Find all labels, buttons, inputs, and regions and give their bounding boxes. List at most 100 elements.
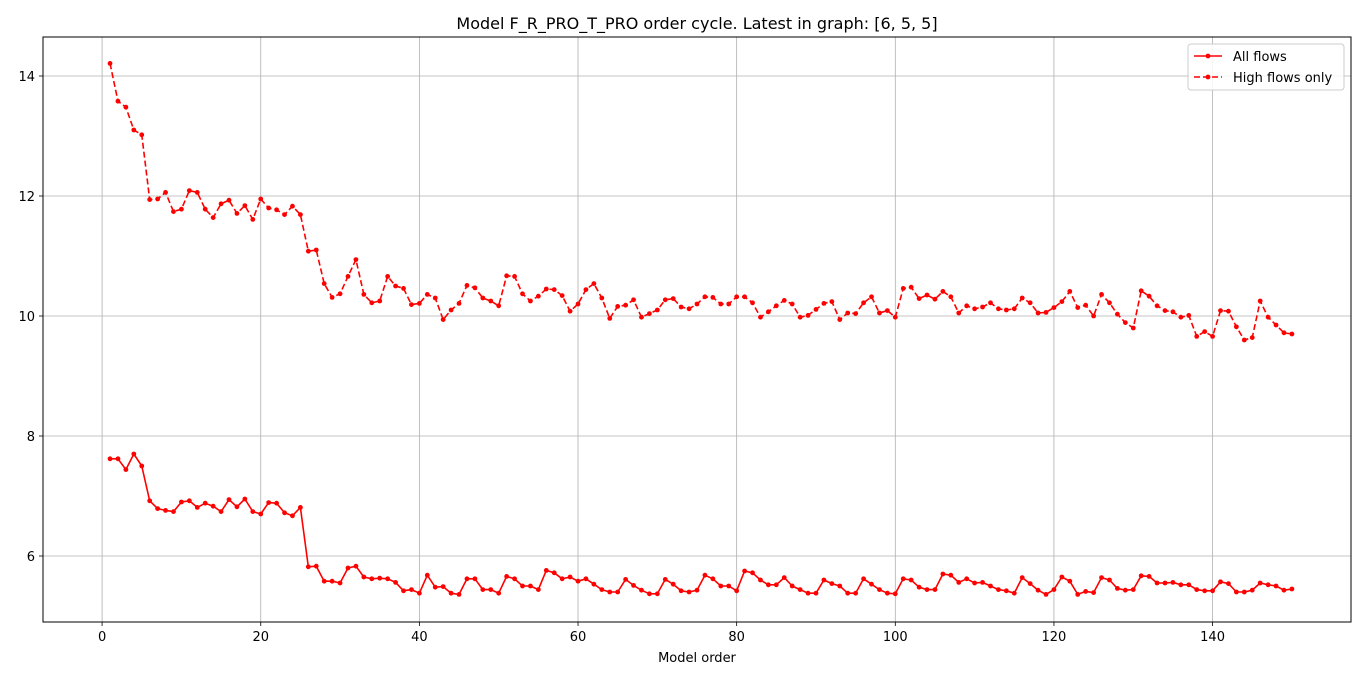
- data-point: [1186, 582, 1192, 588]
- x-tick-label: 20: [252, 630, 269, 645]
- data-point: [115, 456, 121, 462]
- data-point: [1146, 293, 1152, 299]
- data-point: [472, 576, 478, 582]
- data-point: [1178, 582, 1184, 588]
- data-point: [274, 207, 279, 213]
- data-point: [210, 503, 216, 509]
- legend-box: [1187, 43, 1345, 91]
- data-point: [456, 301, 462, 306]
- data-point: [1075, 305, 1081, 310]
- data-point: [218, 201, 224, 207]
- data-point: [750, 570, 755, 576]
- data-point: [758, 577, 763, 583]
- data-point: [1115, 586, 1120, 591]
- data-point: [1226, 308, 1231, 314]
- data-point: [1115, 311, 1120, 317]
- data-point: [345, 565, 351, 571]
- data-point: [1281, 587, 1287, 593]
- data-point: [1257, 298, 1263, 304]
- data-point: [623, 302, 629, 308]
- x-tick-label: 140: [1200, 630, 1225, 645]
- data-point: [742, 568, 747, 574]
- data-point: [123, 104, 129, 110]
- data-point: [297, 505, 303, 510]
- series-line: [109, 63, 1293, 341]
- data-point: [305, 564, 311, 570]
- data-point: [678, 588, 684, 594]
- data-point: [924, 292, 930, 298]
- data-point: [1186, 313, 1192, 318]
- data-point: [884, 308, 890, 313]
- data-point: [313, 247, 319, 253]
- data-point: [1099, 292, 1104, 297]
- data-point: [797, 314, 803, 320]
- chart-title: Model F_R_PRO_T_PRO order cycle. Latest …: [456, 14, 937, 34]
- data-point: [1170, 309, 1176, 315]
- data-point: [647, 591, 652, 597]
- data-point: [1075, 592, 1081, 597]
- data-point: [837, 583, 843, 589]
- data-point: [710, 295, 716, 300]
- data-point: [583, 287, 589, 292]
- data-point: [440, 584, 446, 589]
- data-point: [559, 293, 565, 298]
- data-point: [131, 127, 137, 133]
- data-point: [964, 576, 970, 582]
- data-point: [337, 291, 343, 297]
- data-point: [884, 590, 890, 596]
- data-point: [750, 300, 755, 306]
- data-point: [670, 581, 676, 587]
- data-point: [290, 203, 295, 209]
- data-point: [1233, 589, 1239, 595]
- data-point: [1051, 587, 1057, 592]
- data-point: [1138, 573, 1144, 579]
- data-point: [877, 587, 882, 592]
- legend-label: All flows: [1233, 50, 1287, 65]
- data-point: [773, 582, 779, 588]
- data-point: [686, 306, 692, 312]
- data-point: [321, 578, 327, 584]
- data-point: [282, 510, 287, 516]
- data-point: [1233, 324, 1239, 330]
- data-point: [472, 285, 478, 291]
- data-point: [377, 575, 383, 581]
- data-point: [956, 580, 962, 585]
- data-point: [567, 574, 573, 580]
- data-point: [1083, 589, 1089, 594]
- data-point: [520, 291, 525, 297]
- data-point: [1099, 575, 1104, 580]
- data-point: [226, 197, 232, 203]
- data-point: [488, 298, 494, 304]
- series-all-flows: [107, 451, 1295, 597]
- data-point: [861, 300, 866, 306]
- data-point: [242, 203, 248, 209]
- data-point: [194, 190, 200, 195]
- data-point: [678, 304, 684, 310]
- data-point: [1249, 335, 1255, 340]
- axis-ticks: 0 20 40 60 80 100 120 140 6 8 10 12 14: [18, 70, 1225, 645]
- data-point: [155, 506, 161, 511]
- data-point: [948, 572, 954, 578]
- data-point: [916, 584, 922, 590]
- data-point: [924, 587, 930, 592]
- data-point: [186, 188, 192, 194]
- data-point: [250, 509, 256, 514]
- data-point: [179, 499, 184, 505]
- data-point: [480, 295, 486, 301]
- data-point: [409, 302, 414, 307]
- data-point: [710, 576, 716, 582]
- data-point: [639, 314, 644, 320]
- data-point: [535, 587, 541, 592]
- data-point: [528, 583, 533, 589]
- data-point: [329, 578, 335, 584]
- data-point: [424, 292, 430, 297]
- data-point: [1281, 330, 1287, 336]
- data-point: [583, 576, 589, 582]
- data-point: [607, 589, 613, 595]
- data-point: [139, 132, 145, 138]
- data-point: [1265, 314, 1271, 320]
- data-point: [107, 61, 113, 66]
- data-point: [599, 587, 605, 592]
- data-point: [432, 295, 438, 301]
